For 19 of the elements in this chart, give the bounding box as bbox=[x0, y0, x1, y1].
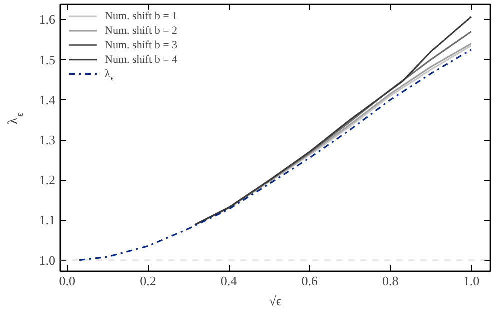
legend-label: Num. shift b = 4 bbox=[105, 54, 178, 66]
x-tick-label: 0.2 bbox=[140, 274, 156, 288]
x-tick-label: 0.8 bbox=[382, 274, 399, 288]
x-tick-label: 0.6 bbox=[302, 274, 318, 288]
x-axis-title: √ϵ bbox=[269, 294, 282, 308]
legend-label: Num. shift b = 2 bbox=[105, 24, 178, 37]
legend-label: Num. shift b = 3 bbox=[105, 39, 178, 52]
y-tick-label: 1.3 bbox=[39, 132, 56, 148]
y-tick-label: 1.4 bbox=[39, 92, 56, 108]
x-tick-label: 0.0 bbox=[59, 274, 76, 288]
x-tick-label: 1.0 bbox=[463, 274, 480, 288]
y-tick-label: 1.0 bbox=[39, 252, 56, 268]
y-tick-label: 1.6 bbox=[39, 12, 56, 28]
y-tick-label: 1.2 bbox=[39, 172, 56, 188]
x-tick-label: 0.4 bbox=[220, 274, 238, 288]
y-tick-label: 1.5 bbox=[39, 52, 56, 68]
legend-label: Num. shift b = 1 bbox=[105, 10, 178, 23]
y-tick-label: 1.1 bbox=[39, 212, 56, 228]
y-axis-title: λϵ bbox=[6, 112, 26, 125]
